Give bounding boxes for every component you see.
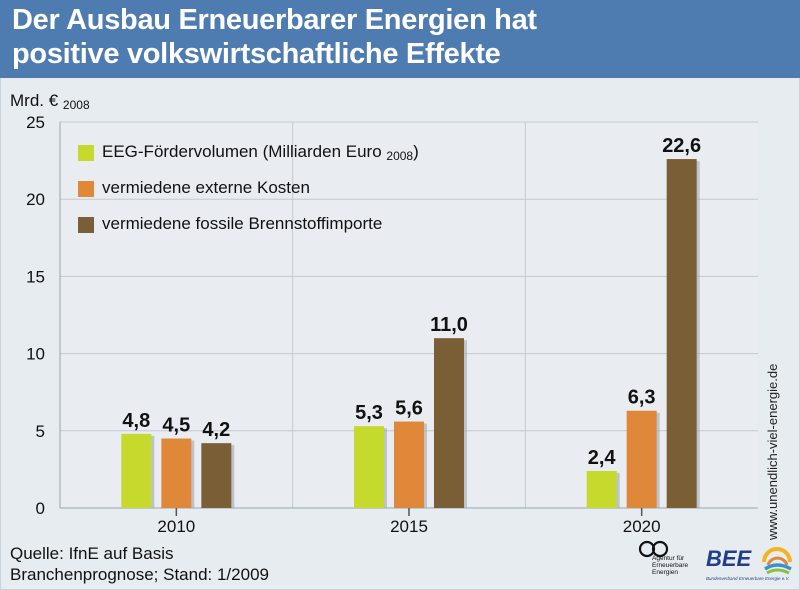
y-axis-unit: Mrd. € 2008 (10, 91, 90, 112)
data-label: 6,3 (628, 387, 656, 409)
legend-label-external-costs: vermiedene externe Kosten (102, 178, 310, 197)
legend-label-eeg-tail: ) (413, 142, 419, 161)
x-tick-label: 2010 (157, 517, 195, 536)
bar (121, 433, 152, 508)
aee-logo-text: Agentur für Erneuerbare Energien (652, 555, 689, 576)
data-label: 5,6 (395, 398, 423, 420)
bar (626, 410, 657, 508)
x-tick-label: 2020 (623, 517, 661, 536)
bar (666, 159, 697, 508)
legend-label-eeg-subscript: 2008 (386, 149, 414, 163)
bee-logo-wordmark: BEE (706, 546, 752, 571)
y-tick-label: 0 (36, 499, 45, 518)
data-label: 2,4 (588, 447, 617, 469)
data-label: 4,8 (122, 410, 150, 432)
y-axis-unit-subscript: 2008 (62, 98, 90, 112)
bar (201, 443, 232, 508)
title-bar: Der Ausbau Erneuerbarer Energien hat pos… (0, 0, 800, 78)
source-line-1: Quelle: IfnE auf Basis (10, 544, 174, 563)
data-label: 22,6 (662, 135, 701, 157)
legend-swatch-external-costs (78, 181, 94, 197)
chart-title-line-1: Der Ausbau Erneuerbarer Energien hat (12, 4, 537, 36)
data-label: 4,5 (162, 415, 190, 437)
source-note: Quelle: IfnE auf Basis Branchenprognose;… (10, 543, 269, 585)
y-tick-label: 25 (26, 113, 45, 132)
bee-logo-subtitle: Bundesverband Erneuerbare Energie e.V. (706, 576, 790, 581)
bee-logo: BEE Bundesverband Erneuerbare Energie e.… (706, 540, 792, 586)
legend-swatch-fossil-imports (78, 217, 94, 233)
legend-label-eeg: EEG-Fördervolumen (Milliarden Euro 2008) (102, 142, 419, 163)
data-label: 11,0 (430, 314, 468, 336)
y-tick-label: 10 (26, 345, 45, 364)
bar (586, 470, 617, 508)
legend-label-fossil-imports: vermiedene fossile Brennstoffimporte (102, 214, 383, 233)
bar (161, 438, 192, 508)
aee-logo: Agentur für Erneuerbare Energien (636, 538, 698, 586)
legend-swatch-eeg (78, 145, 94, 161)
y-tick-label: 20 (26, 190, 45, 209)
aee-logo-icon (638, 540, 669, 558)
website-url: www.unendlich-viel-energie.de (765, 364, 785, 540)
x-tick-label: 2015 (390, 517, 428, 536)
data-label: 4,2 (202, 419, 230, 441)
y-axis-unit-text: Mrd. € (10, 91, 59, 110)
bee-logo-icon (762, 547, 792, 575)
bar (394, 421, 424, 508)
bar (354, 426, 384, 508)
source-line-2: Branchenprognose; Stand: 1/2009 (10, 565, 269, 584)
y-tick-label: 15 (26, 267, 45, 286)
y-tick-label: 5 (36, 422, 45, 441)
bar (434, 338, 464, 508)
legend-label-eeg-text: EEG-Fördervolumen (Milliarden Euro (102, 142, 382, 161)
data-label: 5,3 (355, 402, 383, 424)
chart-title-line-2: positive volkswirtschaftliche Effekte (12, 38, 501, 70)
